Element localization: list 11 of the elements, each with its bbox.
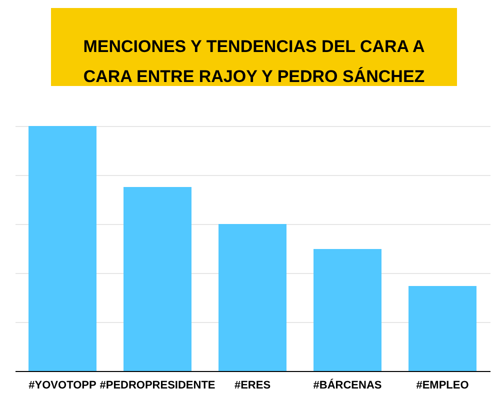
bar <box>314 248 382 371</box>
x-tick-label: #EMPLEO <box>416 380 470 392</box>
bar <box>408 286 476 371</box>
bar <box>124 187 192 371</box>
bar <box>218 224 286 371</box>
x-tick-label: #YOVOTOPP <box>28 380 96 392</box>
bar <box>28 126 96 371</box>
x-tick-label: #ERES <box>234 380 271 392</box>
x-tick-label: #PEDROPRESIDENTE <box>100 380 216 392</box>
x-tick-label: #BÁRCENAS <box>313 378 382 392</box>
chart-title: MENCIONES Y TENDENCIAS DEL CARA A CARA ENTRE RAJOY Y PEDRO SÁNCHEZ <box>83 37 425 86</box>
